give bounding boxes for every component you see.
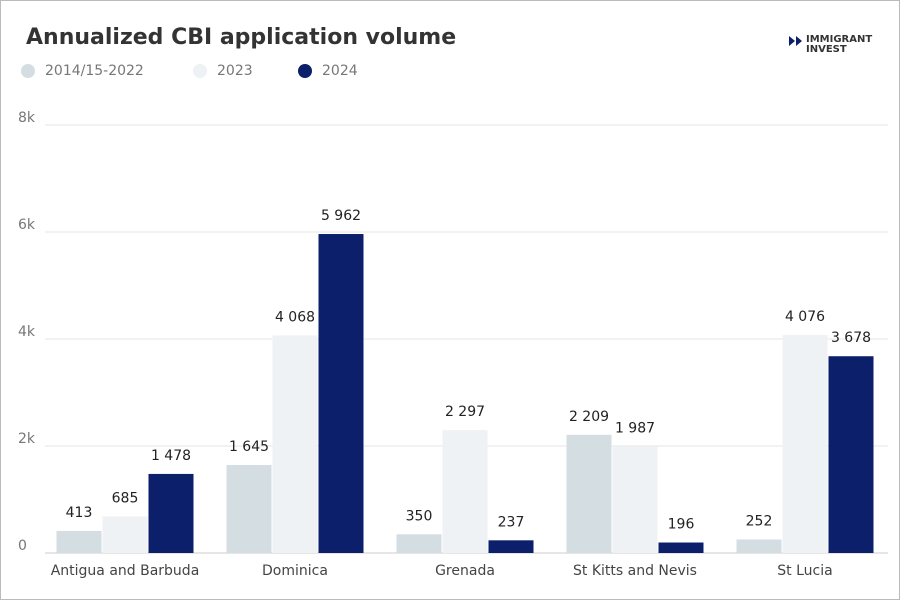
value-label: 1 987: [615, 421, 655, 437]
legend-label: 2024: [322, 63, 358, 79]
legend-marker: [21, 64, 35, 78]
value-label: 350: [406, 508, 433, 524]
y-tick-label: 0: [18, 538, 27, 554]
value-label: 685: [112, 490, 139, 506]
value-label: 1 645: [229, 439, 269, 455]
value-label: 5 962: [321, 208, 361, 224]
bar: [828, 356, 874, 553]
logo-text: IMMIGRANT: [806, 34, 872, 45]
chart-title: Annualized CBI application volume: [26, 25, 456, 50]
bar: [658, 542, 704, 553]
bar: [396, 534, 442, 553]
value-label: 2 297: [445, 404, 485, 420]
y-tick-label: 8k: [18, 110, 36, 126]
legend-marker: [193, 64, 207, 78]
value-label: 252: [746, 514, 773, 530]
value-label: 4 076: [785, 309, 825, 325]
y-tick-label: 2k: [18, 431, 36, 447]
value-label: 3 678: [831, 330, 871, 346]
bar: [318, 234, 364, 553]
bar: [488, 540, 534, 553]
value-label: 4 068: [275, 309, 315, 325]
legend-marker: [298, 64, 312, 78]
bar: [226, 464, 272, 553]
value-label: 237: [498, 514, 525, 530]
bar: [102, 516, 148, 553]
x-tick-label: St Kitts and Nevis: [573, 563, 697, 579]
value-label: 2 209: [569, 409, 609, 425]
bar: [148, 473, 194, 553]
bar: [566, 434, 612, 553]
bar: [736, 539, 782, 553]
bar: [442, 430, 488, 553]
x-tick-label: St Lucia: [777, 563, 832, 579]
value-label: 196: [668, 517, 695, 533]
bar: [612, 446, 658, 553]
logo: IMMIGRANT INVEST: [789, 34, 872, 55]
x-tick-label: Antigua and Barbuda: [51, 563, 200, 579]
bar: [272, 335, 318, 553]
x-tick-label: Grenada: [435, 563, 495, 579]
y-tick-label: 4k: [18, 324, 36, 340]
value-label: 413: [66, 505, 93, 521]
bar: [782, 334, 828, 553]
legend-label: 2023: [217, 63, 253, 79]
legend-label: 2014/15-2022: [45, 63, 144, 79]
logo-text: INVEST: [806, 44, 847, 55]
bar: [56, 530, 102, 553]
value-label: 1 478: [151, 448, 191, 464]
logo-icon: [789, 36, 802, 46]
x-tick-label: Dominica: [262, 563, 328, 579]
y-tick-label: 6k: [18, 217, 36, 233]
